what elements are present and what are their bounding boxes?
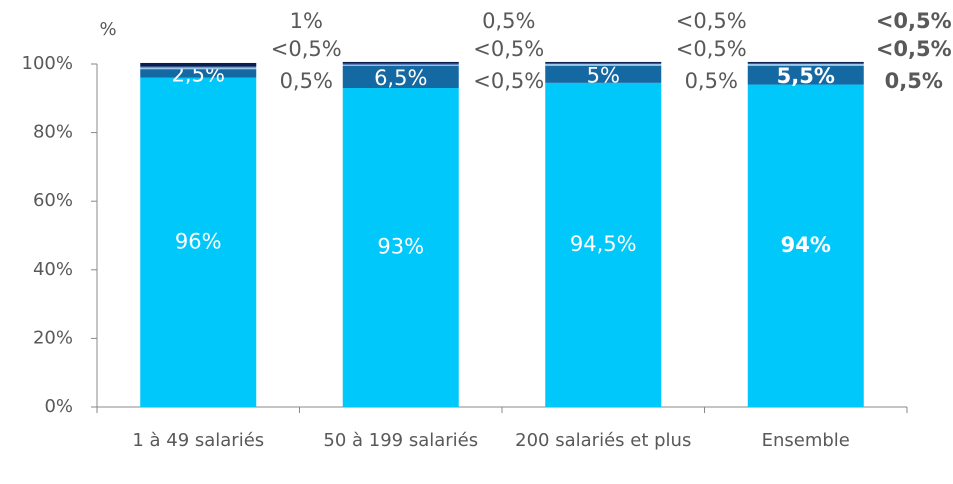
x-tick-label: Ensemble (761, 430, 850, 451)
bar-segment (140, 77, 257, 407)
bar-segment (342, 61, 459, 64)
bar-segment (140, 62, 257, 67)
value-label: <0,5% (676, 37, 747, 61)
value-label: 0,5% (482, 9, 535, 33)
value-label: <0,5% (271, 37, 342, 61)
value-label: <0,5% (876, 37, 952, 61)
value-label: 0,5% (885, 69, 943, 93)
bar-segment (747, 61, 864, 63)
value-label: 93% (377, 235, 424, 259)
y-tick-label: 20% (33, 327, 73, 348)
value-label: <0,5% (876, 9, 952, 33)
value-label: 0,5% (685, 69, 738, 93)
x-tick-label: 50 à 199 salariés (323, 430, 479, 451)
x-tick-label: 1 à 49 salariés (132, 430, 265, 451)
bar-segment (342, 88, 459, 407)
value-label: 6,5% (374, 66, 427, 90)
y-unit-label: % (99, 19, 116, 40)
y-tick-label: 40% (33, 259, 73, 280)
bar-segment (747, 62, 864, 64)
bar-segment (342, 65, 459, 89)
bar-segment (140, 69, 257, 78)
x-tick-label: 200 salariés et plus (515, 430, 692, 451)
value-label: 1% (290, 9, 323, 33)
y-tick-label: 0% (44, 396, 73, 417)
bar-segment (545, 62, 662, 64)
y-tick-label: 80% (33, 122, 73, 143)
y-tick-label: 60% (33, 190, 73, 211)
bar-segment (140, 66, 257, 68)
value-label: <0,5% (676, 9, 747, 33)
value-label: 5,5% (777, 64, 835, 88)
value-label: 5% (587, 63, 620, 87)
bar-segment (545, 64, 662, 66)
value-label: 94% (781, 233, 831, 257)
bar-segment (342, 63, 459, 65)
bar-segment (545, 65, 662, 83)
bar-segment (342, 64, 459, 66)
value-label: 0,5% (280, 69, 333, 93)
bar-segment (747, 84, 864, 407)
bar-segment (545, 82, 662, 408)
value-label: <0,5% (473, 37, 544, 61)
y-tick-label: 100% (22, 53, 73, 74)
value-label: 96% (175, 229, 222, 253)
bar-segment (545, 61, 662, 63)
value-label: 94,5% (570, 232, 637, 256)
bar-segment (747, 64, 864, 66)
bar-segment (140, 67, 257, 70)
value-label: <0,5% (473, 69, 544, 93)
bar-segment (747, 65, 864, 85)
